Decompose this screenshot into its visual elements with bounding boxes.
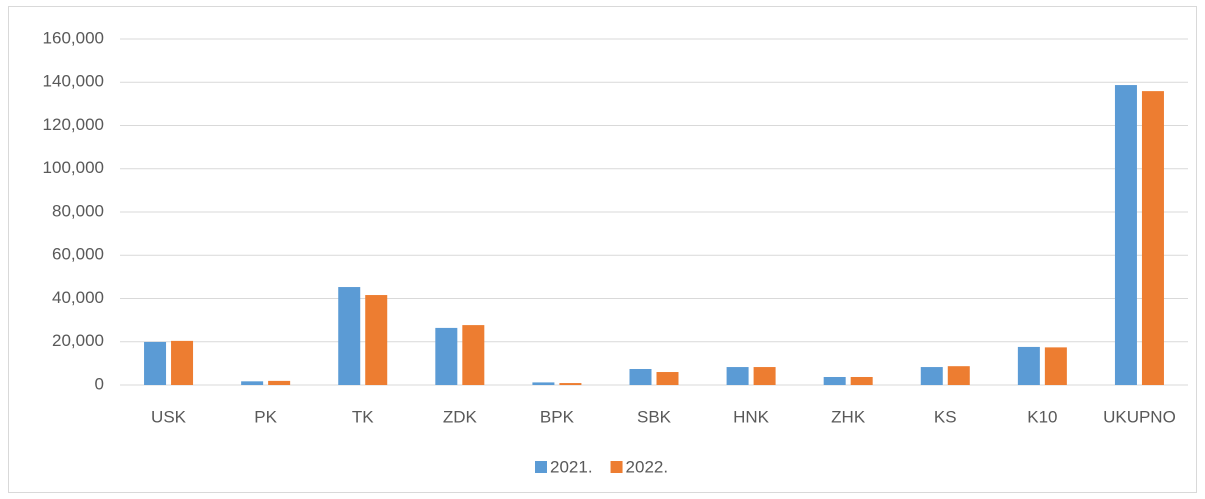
x-tick-label: ZDK — [443, 407, 478, 426]
x-tick-label: UKUPNO — [1103, 407, 1176, 426]
x-tick-label: SBK — [637, 407, 672, 426]
legend-swatch — [535, 461, 547, 473]
bar — [1044, 347, 1067, 385]
bar — [753, 367, 776, 385]
y-tick-label: 40,000 — [52, 288, 104, 307]
x-tick-label: PK — [254, 407, 277, 426]
y-tick-label: 100,000 — [43, 158, 104, 177]
bar — [947, 366, 970, 385]
bar — [338, 287, 361, 385]
legend-label: 2022. — [626, 457, 669, 476]
bar — [268, 380, 291, 385]
x-tick-label: USK — [151, 407, 187, 426]
chart-border — [8, 6, 1197, 493]
x-tick-label: TK — [352, 407, 374, 426]
y-tick-label: 60,000 — [52, 245, 104, 264]
y-tick-label: 160,000 — [43, 28, 104, 47]
bar — [920, 367, 943, 385]
bar — [823, 376, 846, 385]
legend-label: 2021. — [550, 457, 593, 476]
bar — [365, 295, 388, 385]
bar — [559, 383, 582, 385]
bar — [462, 325, 485, 385]
bar — [850, 376, 873, 385]
bar — [435, 327, 458, 385]
bar — [1017, 346, 1040, 385]
x-tick-label: BPK — [540, 407, 575, 426]
bar — [629, 368, 652, 385]
bar — [144, 341, 167, 385]
bar — [1114, 85, 1137, 385]
bar — [532, 382, 555, 385]
y-tick-label: 20,000 — [52, 331, 104, 350]
legend-swatch — [610, 461, 623, 473]
bar — [1141, 91, 1164, 386]
y-tick-label: 140,000 — [43, 72, 104, 91]
bar — [171, 340, 194, 385]
y-tick-label: 120,000 — [43, 115, 104, 134]
x-tick-label: K10 — [1027, 407, 1057, 426]
bar — [656, 372, 679, 385]
y-tick-label: 0 — [95, 374, 104, 393]
y-tick-label: 80,000 — [52, 201, 104, 220]
bar — [241, 381, 264, 385]
bar — [726, 367, 749, 385]
x-tick-label: HNK — [733, 407, 770, 426]
x-tick-label: ZHK — [831, 407, 866, 426]
x-tick-label: KS — [934, 407, 957, 426]
